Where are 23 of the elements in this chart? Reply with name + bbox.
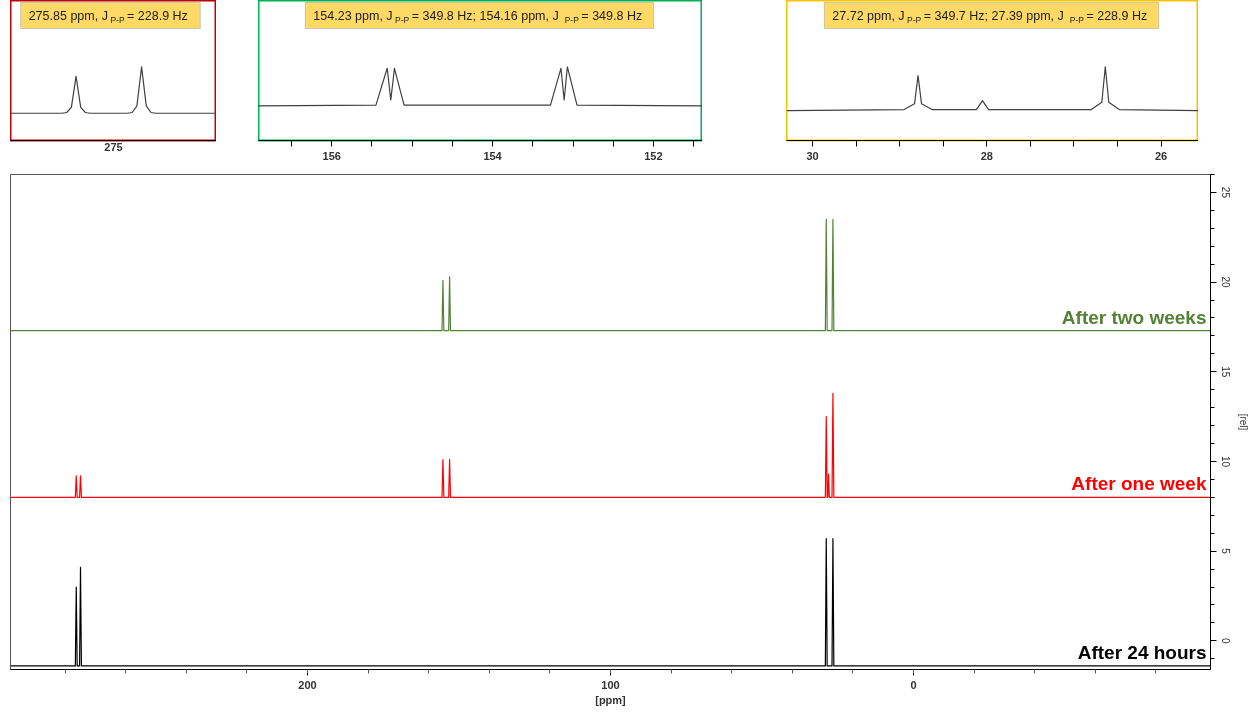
- x-tick-label: 0: [910, 678, 917, 691]
- series-label: After two weeks: [1061, 306, 1207, 328]
- line-series: [10, 392, 1211, 498]
- y-tick-label: 5: [1219, 548, 1231, 555]
- y-tick-label: 15: [1219, 366, 1231, 378]
- x-tick-label: 100: [601, 678, 620, 691]
- x-axis-title: 275: [104, 140, 123, 153]
- x-axis-title: [ppm]: [595, 693, 627, 706]
- y-tick-label: 20: [1219, 276, 1231, 289]
- series-label: After 24 hours: [1077, 641, 1207, 663]
- x-tick-label: 152: [644, 149, 663, 162]
- y-tick-label: 0: [1219, 638, 1231, 645]
- x-tick-label: 156: [322, 149, 341, 162]
- line-series: [10, 218, 1211, 332]
- series-label: After one week: [1071, 473, 1207, 495]
- y-tick-label: 10: [1219, 455, 1231, 468]
- x-tick-label: 30: [806, 149, 819, 162]
- y-tick-label: 25: [1219, 186, 1231, 199]
- x-tick-label: 28: [980, 149, 993, 162]
- x-tick-label: 26: [1154, 149, 1168, 162]
- x-tick-label: 154: [483, 149, 503, 162]
- y-axis-title: [rel]: [1237, 413, 1249, 431]
- x-tick-label: 200: [298, 678, 317, 691]
